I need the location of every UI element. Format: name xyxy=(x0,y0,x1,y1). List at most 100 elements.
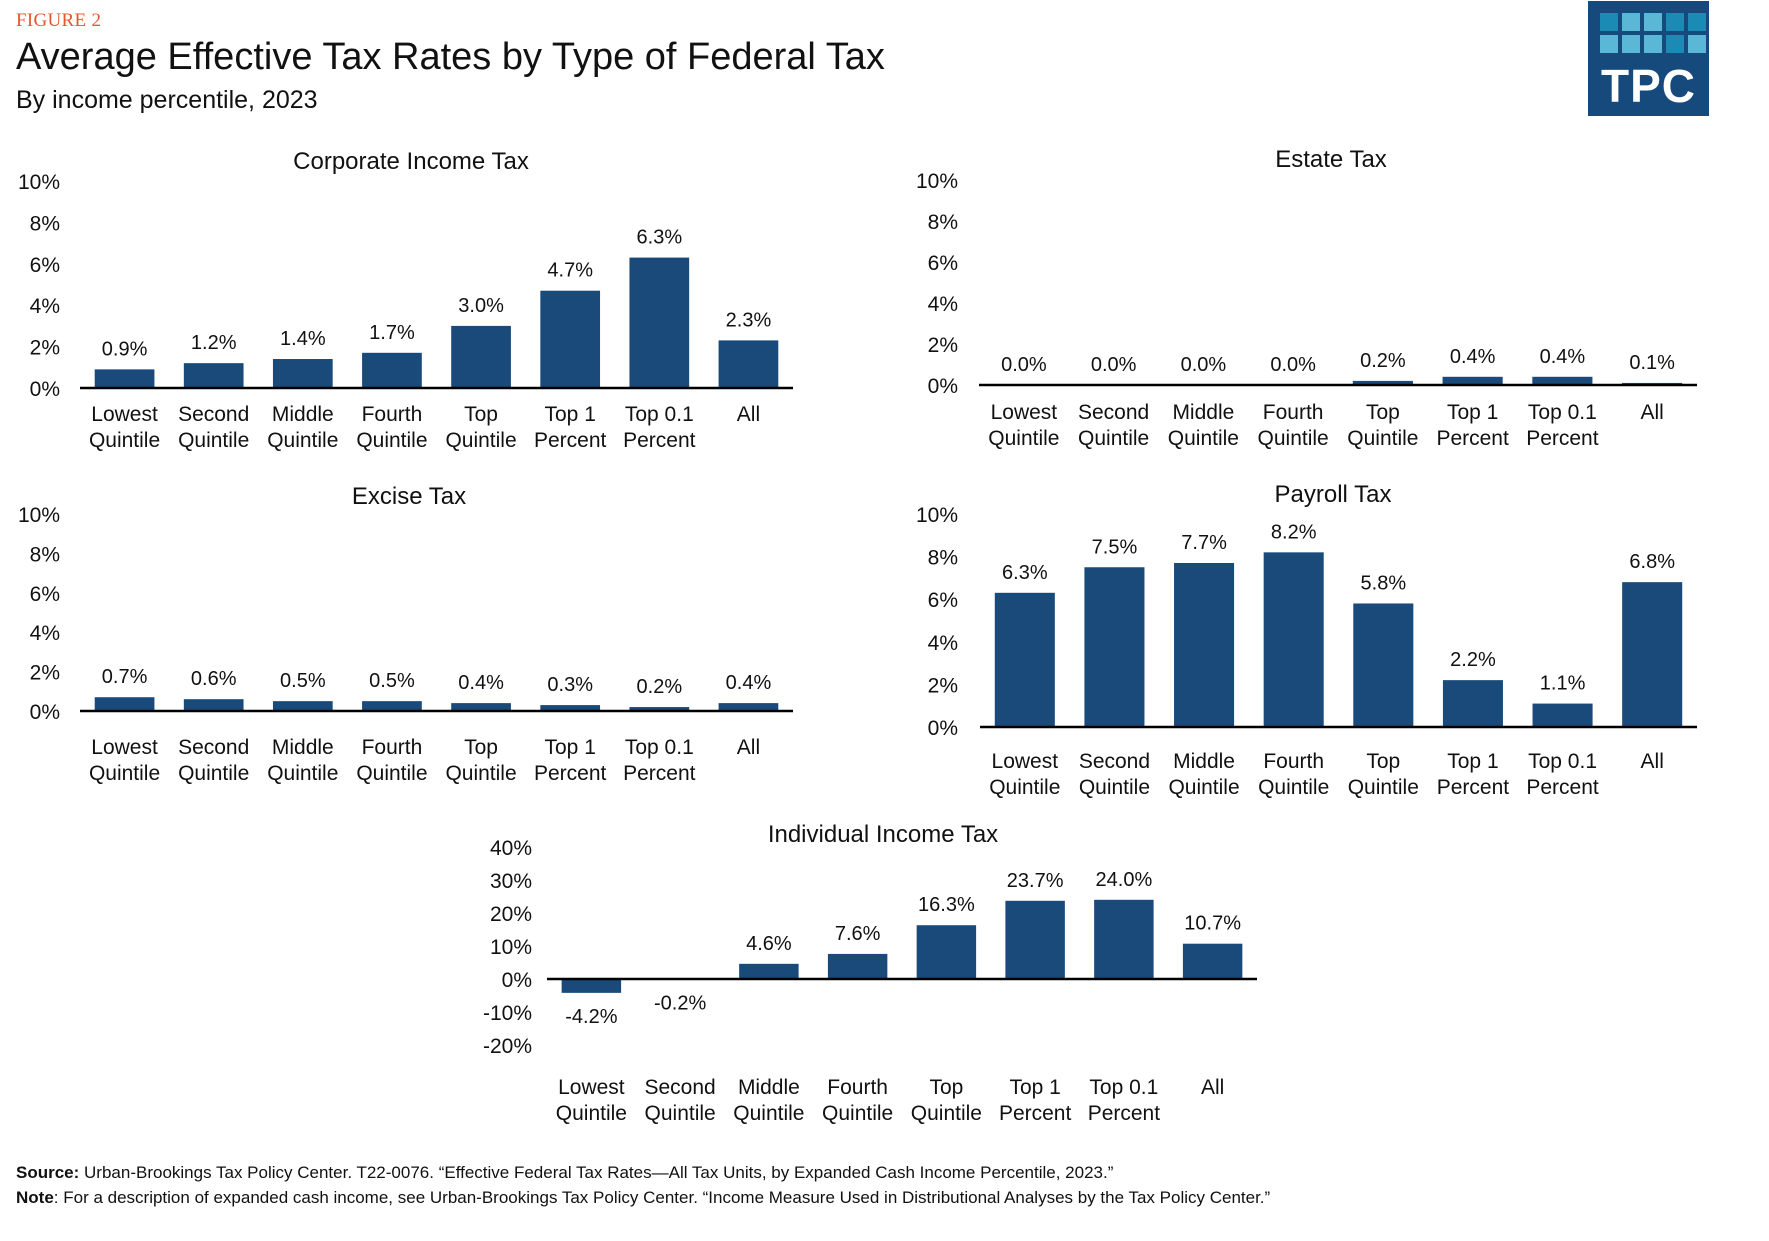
data-label: 16.3% xyxy=(918,894,975,916)
x-tick-label: Quintile xyxy=(1258,776,1329,799)
x-tick-label: Quintile xyxy=(1079,776,1150,799)
y-tick-label: 2% xyxy=(30,337,60,360)
data-label: 6.3% xyxy=(1002,562,1048,584)
data-label: 6.3% xyxy=(637,227,683,249)
logo-tile-grid xyxy=(1600,13,1706,53)
x-tick-label: Fourth xyxy=(362,736,423,759)
note-text: : For a description of expanded cash inc… xyxy=(53,1188,1271,1207)
data-label: 5.8% xyxy=(1361,572,1407,594)
x-tick-label: Percent xyxy=(534,429,607,452)
x-tick-label: All xyxy=(1201,1076,1224,1099)
chart-payroll: Payroll Tax 0% 2% 4% 6% 8% 10% 6.3% Lowest Quinti… xyxy=(916,481,1697,799)
y-tick-label: 4% xyxy=(30,295,60,318)
x-tick-label: Second xyxy=(645,1076,716,1099)
chart-title: Payroll Tax xyxy=(1275,481,1392,508)
x-tick-label: Top 0.1 xyxy=(625,403,694,426)
x-tick-label: Quintile xyxy=(988,427,1059,450)
x-tick-label: Second xyxy=(178,736,249,759)
data-label: 10.7% xyxy=(1184,913,1241,935)
data-label: 0.2% xyxy=(1360,350,1406,372)
y-tick-label: 0% xyxy=(30,378,60,401)
x-tick-label: Quintile xyxy=(1348,776,1419,799)
x-tick-label: Quintile xyxy=(556,1102,627,1125)
x-tick-label: Second xyxy=(178,403,249,426)
x-tick-label: All xyxy=(1641,750,1664,773)
bar xyxy=(1442,376,1503,385)
bar xyxy=(994,592,1055,727)
data-label: 8.2% xyxy=(1271,521,1317,543)
x-tick-label: Top 1 xyxy=(1447,750,1498,773)
chart-title: Excise Tax xyxy=(352,483,466,510)
logo-tile xyxy=(1600,13,1618,31)
y-tick-label: 10% xyxy=(18,171,60,194)
x-tick-label: Percent xyxy=(623,429,696,452)
data-label: 7.7% xyxy=(1181,532,1227,554)
x-tick-label: Fourth xyxy=(1263,750,1324,773)
x-tick-label: Top xyxy=(1366,401,1400,424)
x-tick-label: Percent xyxy=(534,762,607,785)
data-label: 0.4% xyxy=(1540,346,1586,368)
y-tick-label: 2% xyxy=(30,662,60,685)
logo-tile xyxy=(1688,35,1706,53)
y-tick-label: 30% xyxy=(490,870,532,893)
x-tick-label: Lowest xyxy=(991,401,1058,424)
bar xyxy=(1353,603,1414,727)
x-tick-label: Quintile xyxy=(645,1102,716,1125)
data-label: 24.0% xyxy=(1096,869,1153,891)
x-tick-label: Second xyxy=(1079,750,1150,773)
y-tick-label: 8% xyxy=(30,543,60,566)
logo-tile xyxy=(1666,35,1684,53)
x-tick-label: Quintile xyxy=(178,762,249,785)
bar xyxy=(362,701,422,711)
y-tick-label: 8% xyxy=(928,547,958,570)
chart-individual: Individual Income Tax -20% -10% 0% 10% 20% 30%… xyxy=(483,821,1257,1125)
data-label: 0.7% xyxy=(102,666,148,688)
chart-corporate: Corporate Income Tax 0% 2% 4% 6% 8% 10% 0.9% Low… xyxy=(18,148,793,452)
x-tick-label: Lowest xyxy=(558,1076,625,1099)
source-text: Urban-Brookings Tax Policy Center. T22-0… xyxy=(79,1163,1114,1182)
x-tick-label: All xyxy=(737,736,760,759)
x-tick-label: Quintile xyxy=(1168,776,1239,799)
data-label: 1.7% xyxy=(369,322,415,344)
logo-tile xyxy=(1622,13,1640,31)
y-tick-label: 0% xyxy=(928,375,958,398)
data-label: 7.6% xyxy=(835,923,881,945)
x-tick-label: Top 1 xyxy=(545,403,596,426)
bar xyxy=(1532,376,1593,385)
x-tick-label: Quintile xyxy=(1168,427,1239,450)
logo-tile xyxy=(1688,13,1706,31)
x-tick-label: Quintile xyxy=(1078,427,1149,450)
y-tick-label: 8% xyxy=(30,212,60,235)
logo-tile xyxy=(1622,35,1640,53)
x-tick-label: Quintile xyxy=(267,429,338,452)
data-label: 0.2% xyxy=(637,676,683,698)
chart-title: Estate Tax xyxy=(1275,146,1387,173)
x-tick-label: Quintile xyxy=(989,776,1060,799)
data-label: 2.3% xyxy=(726,309,772,331)
y-tick-label: 40% xyxy=(490,837,532,860)
x-tick-label: Middle xyxy=(272,736,334,759)
bar xyxy=(629,257,690,388)
x-tick-label: Top xyxy=(464,736,498,759)
bar xyxy=(451,325,511,388)
y-tick-label: 0% xyxy=(502,969,532,992)
bar xyxy=(827,953,888,979)
page-subtitle: By income percentile, 2023 xyxy=(16,86,318,114)
logo-text: TPC xyxy=(1601,60,1696,112)
logo-tile xyxy=(1600,35,1618,53)
bar xyxy=(1084,567,1145,727)
y-tick-label: 8% xyxy=(928,211,958,234)
y-tick-label: 2% xyxy=(928,334,958,357)
figure-label: FIGURE 2 xyxy=(16,10,102,31)
x-tick-label: Top 1 xyxy=(1009,1076,1060,1099)
x-tick-label: Quintile xyxy=(1347,427,1418,450)
y-tick-label: -20% xyxy=(483,1035,532,1058)
bar xyxy=(1182,943,1243,979)
data-label: 1.1% xyxy=(1540,673,1586,695)
x-tick-label: Lowest xyxy=(91,736,158,759)
chart-estate: Estate Tax 0% 2% 4% 6% 8% 10% 0.0% Lowest Quintil… xyxy=(916,146,1697,450)
y-tick-label: 0% xyxy=(928,717,958,740)
y-tick-label: 10% xyxy=(916,504,958,527)
x-tick-label: Quintile xyxy=(445,762,516,785)
x-tick-label: Percent xyxy=(1437,776,1510,799)
